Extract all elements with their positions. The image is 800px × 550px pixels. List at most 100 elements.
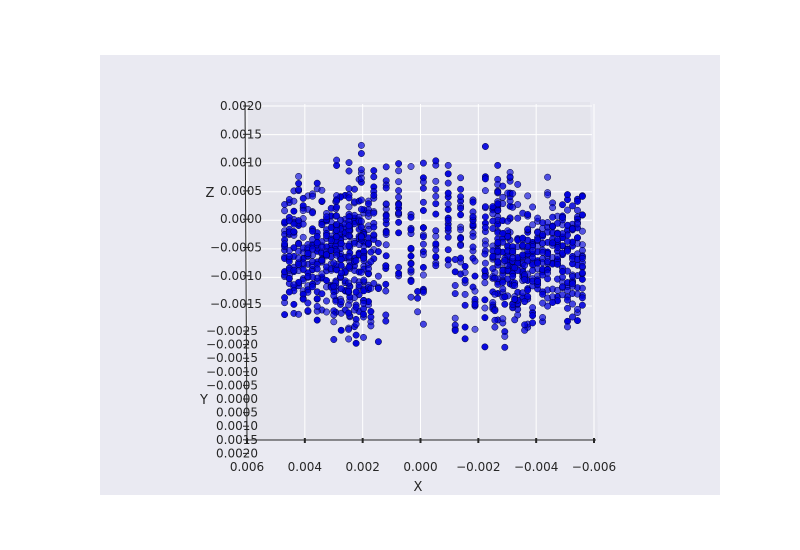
data-point [357, 174, 365, 182]
data-point [360, 276, 368, 284]
data-point [564, 191, 571, 199]
data-point [569, 280, 576, 288]
data-point [281, 311, 289, 319]
data-point [330, 292, 338, 300]
data-point [345, 242, 353, 250]
data-point [345, 325, 353, 333]
data-point [395, 209, 403, 217]
data-point [333, 212, 341, 220]
data-point [345, 232, 353, 240]
data-point [357, 166, 365, 174]
data-point [511, 282, 519, 290]
data-point [360, 299, 367, 307]
data-point [333, 220, 341, 228]
data-point [299, 295, 307, 303]
data-point [481, 259, 489, 267]
data-point [534, 278, 542, 285]
data-point [564, 296, 571, 304]
data-point [313, 316, 321, 324]
data-point [330, 318, 338, 326]
data-point [564, 206, 571, 214]
data-point [309, 209, 316, 217]
data-point [357, 150, 365, 157]
data-point [529, 319, 537, 327]
data-point [534, 236, 542, 244]
data-point [318, 243, 326, 251]
data-point [511, 295, 519, 303]
x-tick-label: 0.006 [230, 460, 264, 474]
data-point [352, 331, 360, 339]
data-point [414, 288, 422, 295]
data-point [564, 287, 571, 294]
data-point [457, 174, 465, 182]
data-point [337, 269, 345, 277]
data-point [367, 322, 375, 330]
data-point [281, 207, 289, 215]
data-point [509, 272, 517, 280]
data-point [323, 232, 330, 240]
data-point [574, 234, 581, 242]
data-point [457, 185, 465, 193]
data-point [521, 276, 529, 284]
data-point [432, 227, 440, 235]
data-point [559, 201, 566, 209]
data-point [461, 262, 469, 270]
data-point [569, 225, 576, 233]
data-point [451, 314, 459, 322]
data-point [461, 290, 469, 298]
data-point [407, 266, 415, 274]
data-points [281, 141, 586, 351]
data-point [539, 290, 547, 298]
data-point [469, 233, 477, 240]
data-point [318, 270, 326, 278]
data-point [554, 219, 561, 227]
x-tick-label: 0.002 [345, 460, 379, 474]
data-point [432, 200, 440, 208]
data-point [367, 308, 375, 315]
x-tick-label: 0.000 [403, 460, 437, 474]
data-point [539, 248, 547, 256]
data-point [481, 279, 489, 287]
data-point [419, 159, 427, 167]
data-point [544, 302, 552, 310]
data-point [374, 272, 382, 280]
data-point [419, 233, 427, 241]
data-point [444, 246, 452, 254]
data-point [337, 216, 344, 224]
data-point [395, 201, 403, 209]
data-point [337, 261, 345, 269]
data-point [370, 231, 378, 239]
data-point [444, 216, 452, 224]
data-point [457, 211, 465, 219]
data-point [407, 260, 415, 268]
z-tick-label: 0.0005 [220, 184, 262, 198]
data-point [491, 269, 499, 276]
data-point [578, 227, 586, 235]
data-point [367, 284, 375, 292]
data-point [419, 178, 427, 186]
data-point [529, 304, 537, 312]
data-point [451, 282, 459, 289]
data-point [382, 184, 390, 192]
data-point [481, 187, 489, 195]
data-point [524, 192, 532, 200]
data-point [419, 251, 427, 259]
data-point [345, 159, 353, 167]
data-point [499, 279, 507, 286]
data-point [345, 335, 353, 343]
data-point [499, 315, 507, 323]
data-point [489, 252, 497, 260]
data-point [345, 301, 353, 309]
x-tick-label: −0.002 [456, 460, 500, 474]
data-point [469, 243, 477, 251]
data-point [345, 252, 353, 260]
data-point [313, 233, 321, 240]
data-point [382, 241, 390, 249]
data-point [432, 246, 440, 254]
data-point [471, 325, 479, 333]
data-point [281, 240, 289, 248]
data-point [578, 294, 586, 302]
data-point [295, 310, 303, 318]
data-point [457, 235, 465, 243]
